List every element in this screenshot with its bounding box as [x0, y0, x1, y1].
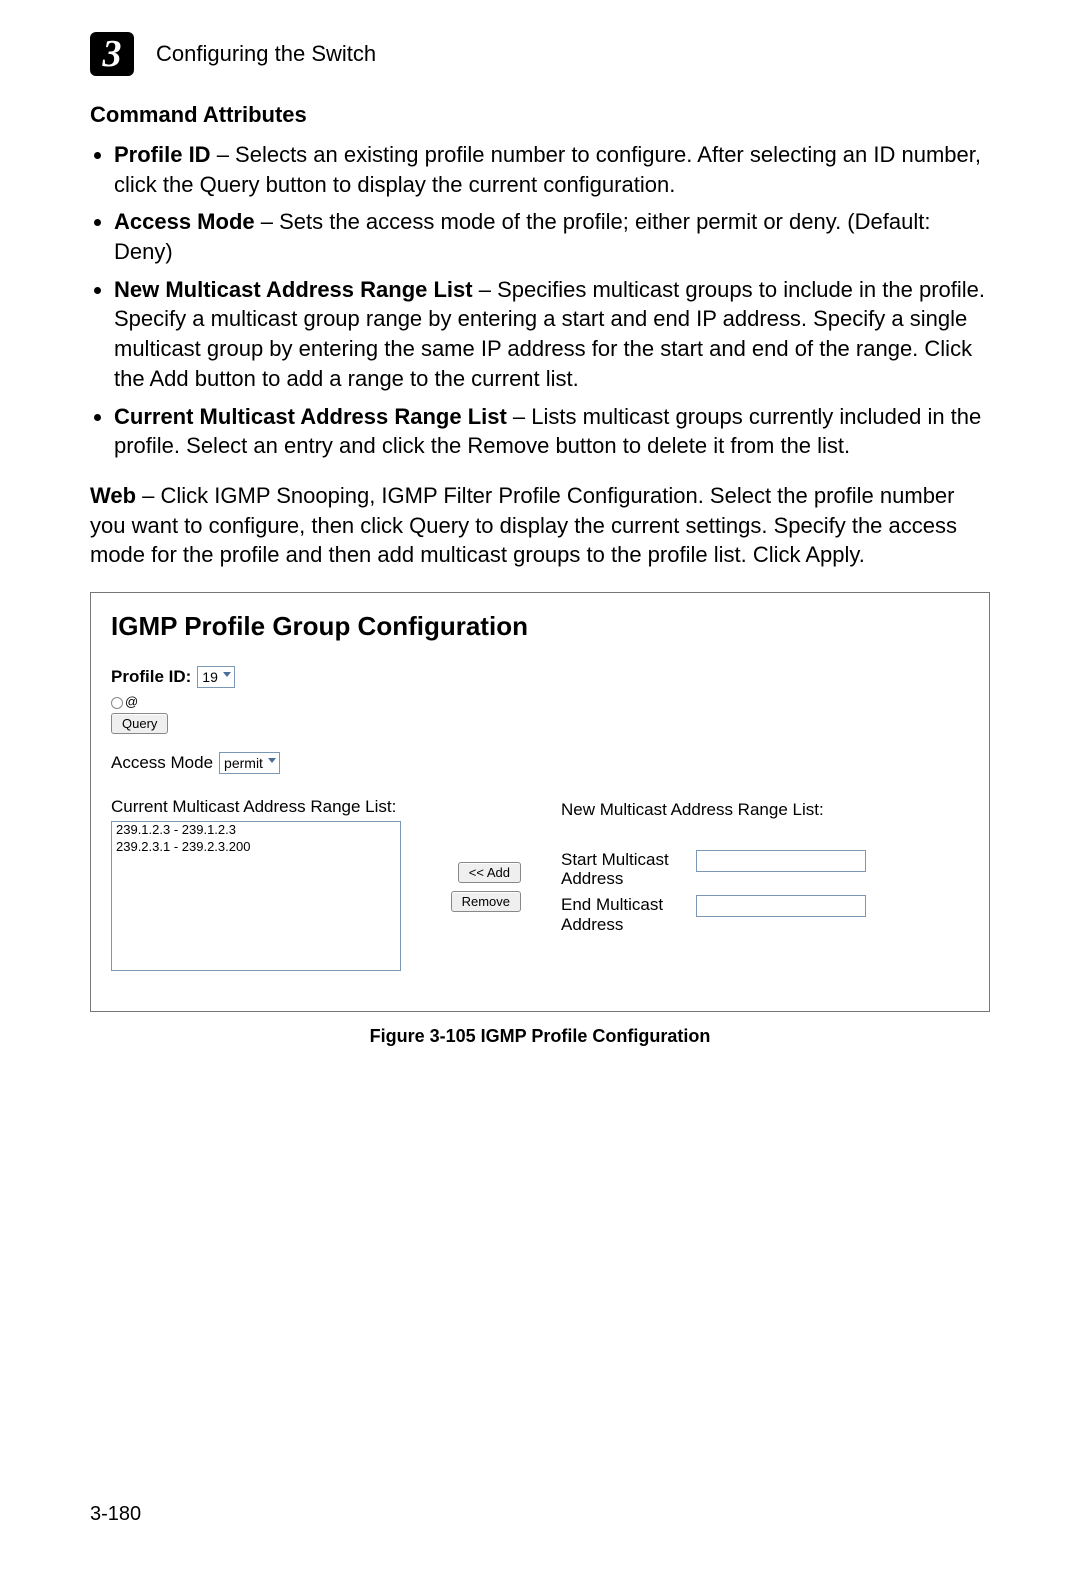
term: Profile ID — [114, 142, 211, 167]
list-item: Access Mode – Sets the access mode of th… — [114, 207, 990, 266]
radio-at-label: @ — [125, 694, 138, 709]
new-list-label: New Multicast Address Range List: — [561, 800, 969, 820]
end-address-label: End Multicast Address — [561, 895, 696, 934]
current-list-label: Current Multicast Address Range List: — [111, 796, 401, 817]
attributes-list: Profile ID – Selects an existing profile… — [114, 140, 990, 461]
transfer-buttons: << Add Remove — [441, 862, 521, 912]
chevron-down-icon — [223, 672, 231, 677]
query-button-row: Query — [111, 713, 969, 734]
web-paragraph: Web – Click IGMP Snooping, IGMP Filter P… — [90, 481, 990, 570]
list-item: New Multicast Address Range List – Speci… — [114, 275, 990, 394]
current-range-listbox[interactable]: 239.1.2.3 - 239.1.2.3 239.2.3.1 - 239.2.… — [111, 821, 401, 971]
term: New Multicast Address Range List — [114, 277, 473, 302]
radio-row: @ — [111, 694, 969, 709]
new-list-column: New Multicast Address Range List: Start … — [561, 796, 969, 940]
web-text: – Click IGMP Snooping, IGMP Filter Profi… — [90, 483, 957, 567]
start-address-row: Start Multicast Address — [561, 850, 969, 889]
profile-id-label: Profile ID: — [111, 667, 191, 687]
section-heading: Command Attributes — [90, 102, 990, 128]
end-address-row: End Multicast Address — [561, 895, 969, 934]
screenshot-title: IGMP Profile Group Configuration — [111, 611, 969, 642]
profile-id-select[interactable]: 19 — [197, 666, 235, 688]
chevron-down-icon — [268, 758, 276, 763]
screenshot-panel: IGMP Profile Group Configuration Profile… — [90, 592, 990, 1012]
term-text: – Selects an existing profile number to … — [114, 142, 981, 197]
start-address-label: Start Multicast Address — [561, 850, 696, 889]
radio-icon[interactable] — [111, 697, 123, 709]
list-item[interactable]: 239.2.3.1 - 239.2.3.200 — [112, 839, 400, 856]
access-mode-value: permit — [224, 755, 263, 771]
web-lead: Web — [90, 483, 136, 508]
start-address-input[interactable] — [696, 850, 866, 872]
current-list-column: Current Multicast Address Range List: 23… — [111, 796, 401, 971]
header-title: Configuring the Switch — [156, 41, 376, 67]
access-mode-label: Access Mode — [111, 753, 213, 773]
query-button[interactable]: Query — [111, 713, 168, 734]
add-button[interactable]: << Add — [458, 862, 521, 883]
term: Current Multicast Address Range List — [114, 404, 507, 429]
chapter-number-badge: 3 — [90, 32, 134, 76]
profile-id-value: 19 — [202, 669, 218, 685]
figure-caption: Figure 3-105 IGMP Profile Configuration — [90, 1026, 990, 1047]
list-item: Profile ID – Selects an existing profile… — [114, 140, 990, 199]
term: Access Mode — [114, 209, 255, 234]
page-number: 3-180 — [90, 1503, 141, 1526]
access-mode-select[interactable]: permit — [219, 752, 280, 774]
remove-button[interactable]: Remove — [451, 891, 521, 912]
list-item[interactable]: 239.1.2.3 - 239.1.2.3 — [112, 822, 400, 839]
end-address-input[interactable] — [696, 895, 866, 917]
profile-id-row: Profile ID: 19 — [111, 666, 969, 688]
list-item: Current Multicast Address Range List – L… — [114, 402, 990, 461]
address-range-columns: Current Multicast Address Range List: 23… — [111, 796, 969, 971]
access-mode-row: Access Mode permit — [111, 752, 969, 774]
page-header: 3 Configuring the Switch — [90, 32, 990, 76]
